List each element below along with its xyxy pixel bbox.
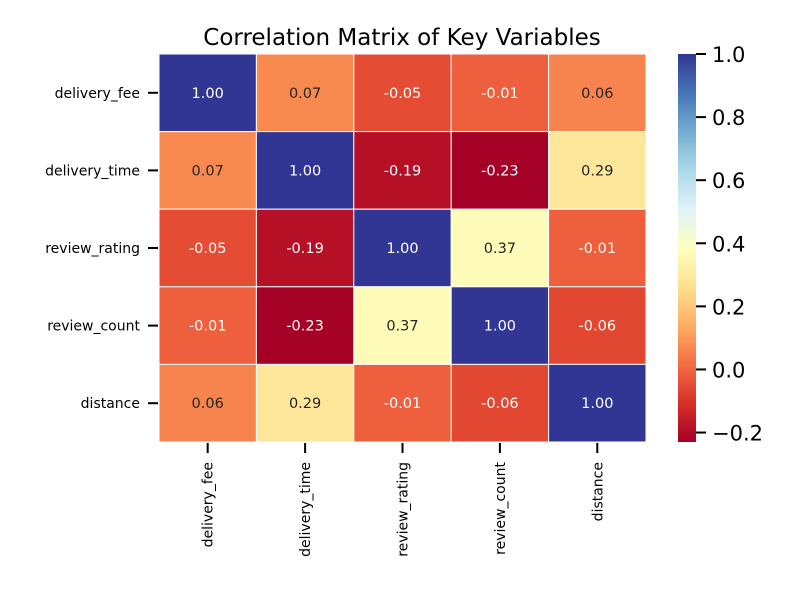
- heatmap-cell: [255, 53, 355, 133]
- heatmap-cell: [353, 53, 452, 133]
- chart-title: Correlation Matrix of Key Variables: [203, 25, 600, 51]
- colorbar-tick-label: 0.8: [712, 106, 745, 130]
- cell-value-label: 1.00: [484, 319, 516, 335]
- cell-value-label: 0.06: [581, 86, 613, 102]
- cell-value-label: -0.23: [286, 319, 324, 335]
- x-tick-label: review_rating: [396, 462, 412, 557]
- cell-value-label: 0.37: [484, 241, 516, 257]
- heatmap-cell: [548, 53, 647, 133]
- cell-value-label: -0.19: [286, 241, 324, 257]
- cell-value-label: 0.29: [581, 163, 613, 179]
- y-tick-label: review_count: [47, 319, 140, 335]
- heatmap-cell: [255, 286, 355, 365]
- cell-value-label: -0.06: [481, 396, 519, 412]
- cell-value-label: -0.06: [579, 319, 617, 335]
- cell-value-label: 1.00: [581, 396, 613, 412]
- heatmap-cell: [450, 286, 550, 365]
- cell-value-label: 0.37: [386, 319, 418, 335]
- cell-value-label: -0.05: [189, 241, 227, 257]
- cell-value-label: -0.19: [384, 163, 422, 179]
- heatmap-cell: [255, 208, 355, 288]
- cell-value-label: -0.01: [189, 319, 227, 335]
- y-tick-label: distance: [81, 396, 140, 412]
- x-tick-label: delivery_time: [298, 462, 314, 557]
- cell-value-label: 1.00: [289, 163, 321, 179]
- x-tick-label: delivery_fee: [201, 462, 217, 547]
- cell-value-label: 0.06: [192, 396, 224, 412]
- heatmap-cell: [158, 363, 257, 443]
- x-tick-label: review_count: [493, 462, 509, 555]
- heatmap-cell: [353, 131, 452, 210]
- heatmap-cell: [548, 363, 647, 443]
- colorbar-gradient: [678, 54, 696, 442]
- cell-value-label: -0.05: [384, 86, 422, 102]
- heatmap-cell: [255, 363, 355, 443]
- cell-value-label: 0.07: [192, 163, 224, 179]
- y-tick-label: delivery_time: [45, 163, 140, 179]
- y-tick-label: delivery_fee: [55, 86, 140, 102]
- cell-value-label: -0.01: [384, 396, 422, 412]
- heatmap-cell: [158, 286, 257, 365]
- heatmap-cell: [450, 208, 550, 288]
- heatmap-cell: [548, 286, 647, 365]
- colorbar-tick-label: 0.4: [712, 232, 745, 256]
- heatmap-cell: [548, 208, 647, 288]
- colorbar-tick-label: 0.0: [712, 358, 745, 382]
- heatmap-cell: [548, 131, 647, 210]
- x-axis-tick-labels: delivery_fee delivery_time review_rating re…: [201, 443, 606, 557]
- cell-value-label: -0.23: [481, 163, 519, 179]
- x-tick-label: distance: [590, 462, 606, 521]
- cell-value-label: -0.01: [579, 241, 617, 257]
- colorbar-tick-label: −0.2: [712, 422, 763, 446]
- cell-value-label: 1.00: [386, 241, 418, 257]
- heatmap-cell: [353, 208, 452, 288]
- colorbar-tick-label: 0.6: [712, 169, 745, 193]
- y-tick-label: review_rating: [45, 241, 140, 257]
- heatmap-cell: [158, 131, 257, 210]
- heatmap-cell: [158, 53, 257, 133]
- heatmap-cell: [450, 53, 550, 133]
- colorbar-tick-label: 0.2: [712, 295, 745, 319]
- colorbar: 1.0 0.8 0.6 0.4 0.2 0.0 −0.2: [678, 43, 763, 446]
- cell-value-label: -0.01: [481, 86, 519, 102]
- colorbar-tick-label: 1.0: [712, 43, 745, 67]
- heatmap-cells: 1.00 0.07 -0.05 -0.01 0.06 0.07 1.00 -0.19 -0.23…: [158, 53, 647, 443]
- cell-value-label: 1.00: [192, 86, 224, 102]
- heatmap-cell: [353, 286, 452, 365]
- cell-value-label: 0.07: [289, 86, 321, 102]
- cell-value-label: 0.29: [289, 396, 321, 412]
- y-axis-tick-labels: delivery_fee delivery_time review_ratingre…: [45, 86, 158, 412]
- heatmap-cell: [353, 363, 452, 443]
